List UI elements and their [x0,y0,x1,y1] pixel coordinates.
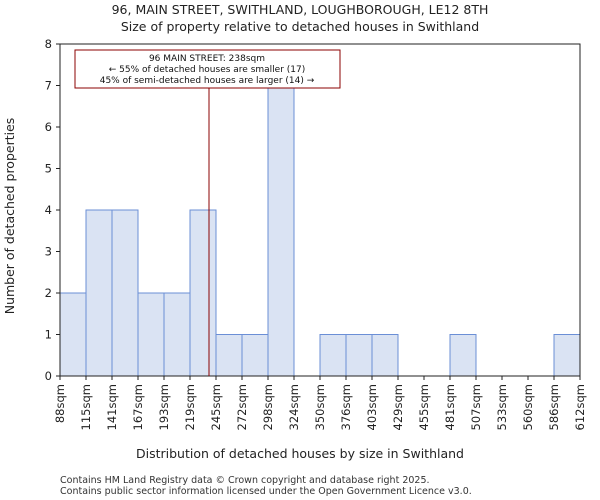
chart-title-address: 96, MAIN STREET, SWITHLAND, LOUGHBOROUGH… [112,2,489,17]
bars-group [59,85,581,377]
annotation-smaller: ← 55% of detached houses are smaller (17… [109,65,306,75]
x-tick-label: 560sqm [521,384,535,430]
y-tick-label: 7 [45,79,52,93]
bar-586sqm [553,334,581,377]
x-axis-label: Distribution of detached houses by size … [136,446,464,461]
x-tick-label: 612sqm [573,384,587,430]
bar-245sqm [215,334,243,377]
bar-376sqm [345,334,373,377]
x-tick-label: 586sqm [547,384,561,430]
x-tick-label: 193sqm [157,384,171,430]
x-tick-label: 507sqm [469,384,483,430]
x-tick-label: 376sqm [339,384,353,430]
x-tick-label: 298sqm [261,384,275,430]
annotation-title: 96 MAIN STREET: 238sqm [149,54,265,64]
x-tick-label: 141sqm [105,384,119,430]
footer-licence: Contains public sector information licen… [60,486,472,497]
y-tick-label: 2 [45,286,52,300]
chart-subtitle: Size of property relative to detached ho… [121,19,479,34]
bar-403sqm [371,334,399,377]
bar-88sqm [59,292,87,377]
y-tick-label: 6 [45,120,52,134]
x-axis-ticks: 88sqm 115sqm 141sqm 167sqm 193sqm 219sqm 245sq… [53,376,587,430]
bar-481sqm [449,334,477,377]
plot-frame [59,43,581,377]
y-axis-label: Number of detached properties [2,118,17,315]
x-tick-label: 272sqm [235,384,249,430]
footer-copyright: Contains HM Land Registry data © Crown c… [60,475,430,486]
bar-193sqm [163,292,191,377]
y-tick-label: 1 [45,328,52,342]
bar-272sqm [241,334,269,377]
x-tick-label: 245sqm [209,384,223,430]
y-tick-label: 5 [45,162,52,176]
x-tick-label: 115sqm [79,384,93,430]
y-tick-label: 3 [45,245,52,259]
x-tick-label: 429sqm [391,384,405,430]
x-tick-label: 167sqm [131,384,145,430]
x-tick-label: 481sqm [443,384,457,430]
bar-167sqm [137,292,165,377]
x-tick-label: 533sqm [495,384,509,430]
bar-298sqm [267,85,295,377]
x-tick-label: 88sqm [53,384,67,423]
bar-115sqm [85,209,113,377]
x-tick-label: 219sqm [183,384,197,430]
bar-219sqm [189,209,217,377]
y-tick-label: 0 [45,369,52,383]
annotation-larger: 45% of semi-detached houses are larger (… [100,76,315,86]
x-tick-label: 324sqm [287,384,301,430]
x-tick-label: 350sqm [313,384,327,430]
y-tick-label: 4 [45,203,52,217]
x-tick-label: 403sqm [365,384,379,430]
bar-141sqm [111,209,139,377]
y-axis-ticks: 0 1 2 3 4 5 6 7 8 [45,37,60,383]
y-tick-label: 8 [45,37,52,51]
annotation-box [74,49,341,89]
bar-350sqm [319,334,347,377]
x-tick-label: 455sqm [417,384,431,430]
